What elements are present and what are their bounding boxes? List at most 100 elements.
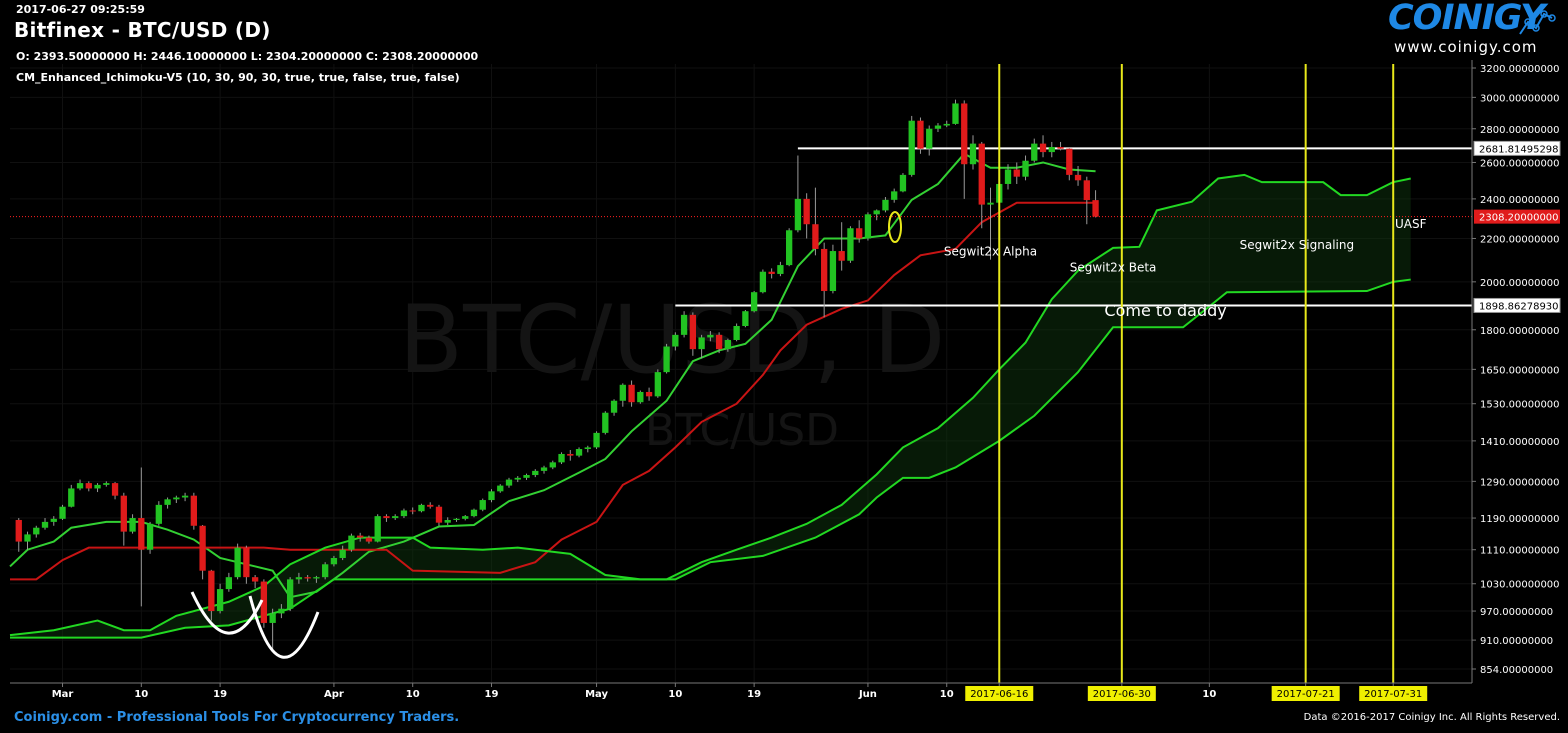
candle-body	[680, 314, 688, 335]
candle-body	[313, 577, 320, 579]
candle-body	[155, 504, 162, 524]
candle-body	[453, 518, 460, 520]
candle-body	[856, 228, 863, 239]
time-tick-label: Mar	[52, 689, 74, 700]
indicator-label[interactable]: CM_Enhanced_Ichimoku-V5 (10, 30, 90, 30,…	[16, 71, 460, 84]
candle-body	[76, 483, 84, 489]
candle-body	[899, 174, 907, 192]
candle-body	[637, 391, 644, 403]
price-axis-bg	[1472, 60, 1568, 683]
time-tick-label: 19	[485, 689, 499, 700]
last-price-box	[1474, 209, 1560, 224]
candle-body	[838, 251, 845, 261]
annotation-label: Segwit2x Signaling	[1240, 238, 1354, 252]
indicator-lines	[9, 152, 1411, 639]
annotations: Segwit2x Alpha Segwit2x Beta Segwit2x Sign…	[944, 217, 1427, 320]
candle-body	[103, 483, 110, 485]
candle-body	[59, 506, 66, 519]
candle-body	[216, 589, 224, 612]
candle-body	[969, 143, 977, 165]
candle-body	[540, 467, 548, 471]
candle-body	[891, 191, 898, 200]
candle-body	[365, 537, 373, 542]
candle-body	[94, 484, 101, 489]
candle-body	[488, 491, 495, 501]
candle-body	[777, 265, 784, 274]
candle-body	[1004, 169, 1012, 184]
candle-body	[663, 346, 670, 373]
level-price-label: 2681.81495298	[1479, 144, 1559, 155]
candle-body	[190, 495, 197, 526]
candle-body	[286, 579, 294, 609]
candle-body	[803, 198, 810, 225]
candle-body	[575, 449, 583, 456]
level-price-box	[1473, 140, 1561, 156]
price-tick-label: 1110.00000000	[1480, 546, 1560, 557]
annotation-label: UASF	[1395, 217, 1427, 231]
candle-body	[243, 547, 250, 578]
candle-body	[138, 518, 145, 550]
candle-body	[146, 523, 154, 550]
candle-body	[882, 199, 889, 211]
price-tick-label: 1290.00000000	[1480, 477, 1560, 488]
candle-body	[400, 510, 408, 517]
candle-body	[409, 510, 416, 512]
series-line-tenkan	[9, 152, 1096, 599]
candle-body	[129, 518, 136, 532]
candle-body	[567, 453, 574, 456]
drawing-ellipse	[888, 211, 902, 243]
candle-body	[602, 412, 609, 433]
date-flag-box	[1359, 686, 1428, 701]
time-tick-label: 10	[406, 689, 420, 700]
candle-body	[864, 214, 872, 239]
candle-body	[829, 251, 837, 292]
price-axis: 3200.00000000 3000.00000000 2800.00000000 2…	[1471, 60, 1568, 683]
candle-body	[1074, 174, 1082, 181]
series-line-span-b	[10, 278, 1411, 639]
price-tick-label: 1410.00000000	[1480, 437, 1560, 448]
logo-chart-icon	[1519, 10, 1556, 35]
candle-body	[523, 475, 530, 478]
candle-body	[1066, 148, 1073, 175]
price-tick-label: 1530.00000000	[1480, 400, 1560, 411]
time-tick-label: Apr	[324, 689, 344, 700]
time-tick-label: 10	[668, 689, 682, 700]
candle-body	[374, 516, 381, 542]
price-tick-label: 3000.00000000	[1480, 93, 1560, 104]
time-tick-label: 10	[134, 689, 148, 700]
date-flag-box	[1271, 686, 1340, 701]
last-price-label: 2308.20000000	[1479, 213, 1559, 224]
candle-body	[392, 516, 399, 519]
price-tick-label: 1030.00000000	[1480, 580, 1560, 591]
candle-body	[120, 495, 127, 532]
candle-body	[68, 488, 75, 507]
candle-body	[978, 143, 985, 205]
price-tick-label: 854.00000000	[1480, 665, 1553, 676]
candle-body	[707, 334, 714, 338]
candle-body	[15, 519, 22, 542]
candle-body	[926, 128, 933, 149]
candle-body	[654, 372, 661, 397]
annotation-label: Segwit2x Alpha	[944, 244, 1037, 258]
vertical-markers	[998, 64, 1395, 683]
footer-tagline[interactable]: Coinigy.com - Professional Tools For Cry…	[14, 710, 460, 725]
candle-body	[610, 400, 618, 413]
candle-body	[208, 570, 215, 612]
candle-body	[24, 534, 31, 542]
price-tick-label: 1650.00000000	[1480, 365, 1560, 376]
candle-body	[260, 581, 268, 623]
candle-body	[479, 500, 486, 510]
coinigy-logo[interactable]: COINIGY www.coinigy.com	[1388, 0, 1558, 60]
candle-body	[593, 432, 600, 448]
time-axis: Mar 10 19 Apr 10 19 May 10 19 Jun 10 2017-06-16 2017…	[10, 682, 1472, 701]
candle-body	[497, 485, 504, 492]
candle-body	[234, 547, 241, 578]
candle-body	[41, 521, 49, 528]
candle-body	[961, 103, 968, 165]
candle-body	[873, 210, 880, 215]
candle-body	[33, 527, 40, 535]
candle-body	[295, 577, 303, 580]
candle-body	[698, 337, 705, 350]
candle-body	[1083, 180, 1090, 201]
